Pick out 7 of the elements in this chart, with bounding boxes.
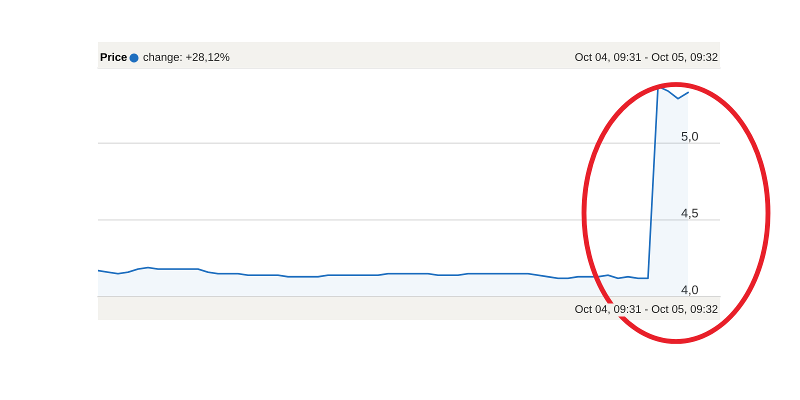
y-tick-label: 4,0 xyxy=(681,285,698,296)
y-tick-label: 5,0 xyxy=(682,132,698,142)
chart-title: Price xyxy=(100,52,127,61)
text: change: +28,12% xyxy=(143,52,230,64)
text: Oct 04, 09:31 - Oct 05, 09:32 xyxy=(575,53,718,62)
y-tick-label: 4,5 xyxy=(681,208,698,219)
text: Oct 04, 09:31 - Oct 05, 09:32 xyxy=(575,305,718,314)
